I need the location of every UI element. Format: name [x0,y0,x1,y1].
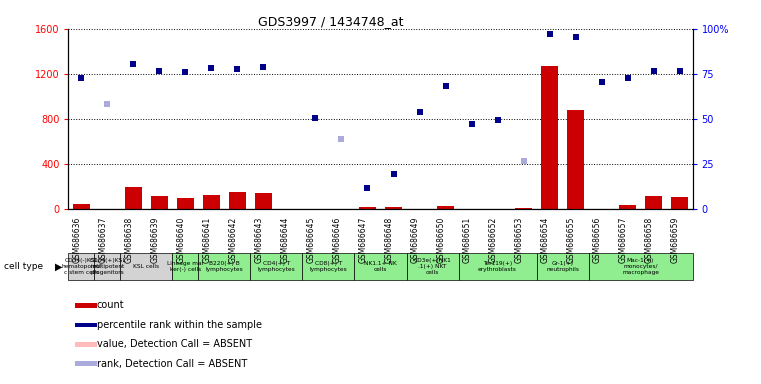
FancyBboxPatch shape [355,253,406,280]
Text: GSM686649: GSM686649 [410,217,419,263]
Text: percentile rank within the sample: percentile rank within the sample [97,320,262,330]
Text: cell type: cell type [4,262,43,271]
Text: GSM686651: GSM686651 [463,217,472,263]
Text: GSM686646: GSM686646 [333,217,342,263]
FancyBboxPatch shape [68,253,94,280]
Text: GSM686641: GSM686641 [202,217,212,263]
FancyBboxPatch shape [588,253,693,280]
Text: CD34(-)KSL
hematopoieti
c stem cells: CD34(-)KSL hematopoieti c stem cells [62,258,101,275]
Text: GSM686659: GSM686659 [670,217,680,263]
FancyBboxPatch shape [94,253,120,280]
Text: GSM686654: GSM686654 [540,217,549,263]
FancyBboxPatch shape [406,253,458,280]
Bar [75,303,97,308]
Text: GSM686636: GSM686636 [72,217,81,263]
Bar [75,342,97,346]
Bar [541,66,558,209]
Text: GSM686647: GSM686647 [358,217,368,263]
FancyBboxPatch shape [120,253,173,280]
Bar [671,197,688,209]
Text: CD3e(+)NK1
.1(+) NKT
cells: CD3e(+)NK1 .1(+) NKT cells [414,258,451,275]
Text: B220(+) B
lymphocytes: B220(+) B lymphocytes [205,261,244,272]
Bar [619,205,636,209]
Text: GSM686658: GSM686658 [645,217,654,263]
Text: Lineage mar
ker(-) cells: Lineage mar ker(-) cells [167,261,204,272]
Bar [75,361,97,366]
Text: count: count [97,300,124,310]
Bar [515,208,532,209]
Text: KSL cells: KSL cells [133,264,160,269]
Text: GSM686643: GSM686643 [254,217,263,263]
Text: GSM686640: GSM686640 [177,217,186,263]
Text: CD8(+) T
lymphocytes: CD8(+) T lymphocytes [310,261,347,272]
Bar [177,198,194,209]
FancyBboxPatch shape [199,253,250,280]
Text: GSM686645: GSM686645 [307,217,316,263]
Text: value, Detection Call = ABSENT: value, Detection Call = ABSENT [97,339,252,349]
FancyBboxPatch shape [250,253,303,280]
FancyBboxPatch shape [173,253,199,280]
Text: GSM686655: GSM686655 [566,217,575,263]
FancyBboxPatch shape [537,253,588,280]
Bar [125,187,142,209]
Text: GSM686656: GSM686656 [593,217,601,263]
Text: CD4(+) T
lymphocytes: CD4(+) T lymphocytes [258,261,295,272]
Bar [75,323,97,327]
Text: GSM686650: GSM686650 [437,217,445,263]
Text: GSM686639: GSM686639 [151,217,160,263]
Text: GSM686637: GSM686637 [98,217,107,263]
Text: GSM686642: GSM686642 [228,217,237,263]
Bar [73,204,90,209]
Text: GSM686638: GSM686638 [125,217,133,263]
Bar [203,195,220,209]
Bar [255,194,272,209]
Text: CD34(+)KSL
multipotent
progenitors: CD34(+)KSL multipotent progenitors [89,258,126,275]
Bar [645,196,662,209]
Title: GDS3997 / 1434748_at: GDS3997 / 1434748_at [258,15,403,28]
Bar [359,207,376,209]
Text: GSM686657: GSM686657 [619,217,628,263]
Text: GSM686652: GSM686652 [489,217,498,263]
Bar [151,196,168,209]
Text: Gr-1(+)
neutrophils: Gr-1(+) neutrophils [546,261,579,272]
FancyBboxPatch shape [303,253,355,280]
Text: rank, Detection Call = ABSENT: rank, Detection Call = ABSENT [97,359,247,369]
Bar [385,207,402,209]
Bar [437,206,454,209]
Bar [567,110,584,209]
Text: NK1.1+ NK
cells: NK1.1+ NK cells [364,261,397,272]
Text: ▶: ▶ [55,262,62,271]
Text: Mac-1(+)
monocytes/
macrophage: Mac-1(+) monocytes/ macrophage [622,258,659,275]
Bar [229,192,246,209]
Text: Ter119(+)
erythroblasts: Ter119(+) erythroblasts [478,261,517,272]
Text: GSM686648: GSM686648 [384,217,393,263]
Text: GSM686644: GSM686644 [281,217,289,263]
FancyBboxPatch shape [458,253,537,280]
Text: GSM686653: GSM686653 [514,217,524,263]
